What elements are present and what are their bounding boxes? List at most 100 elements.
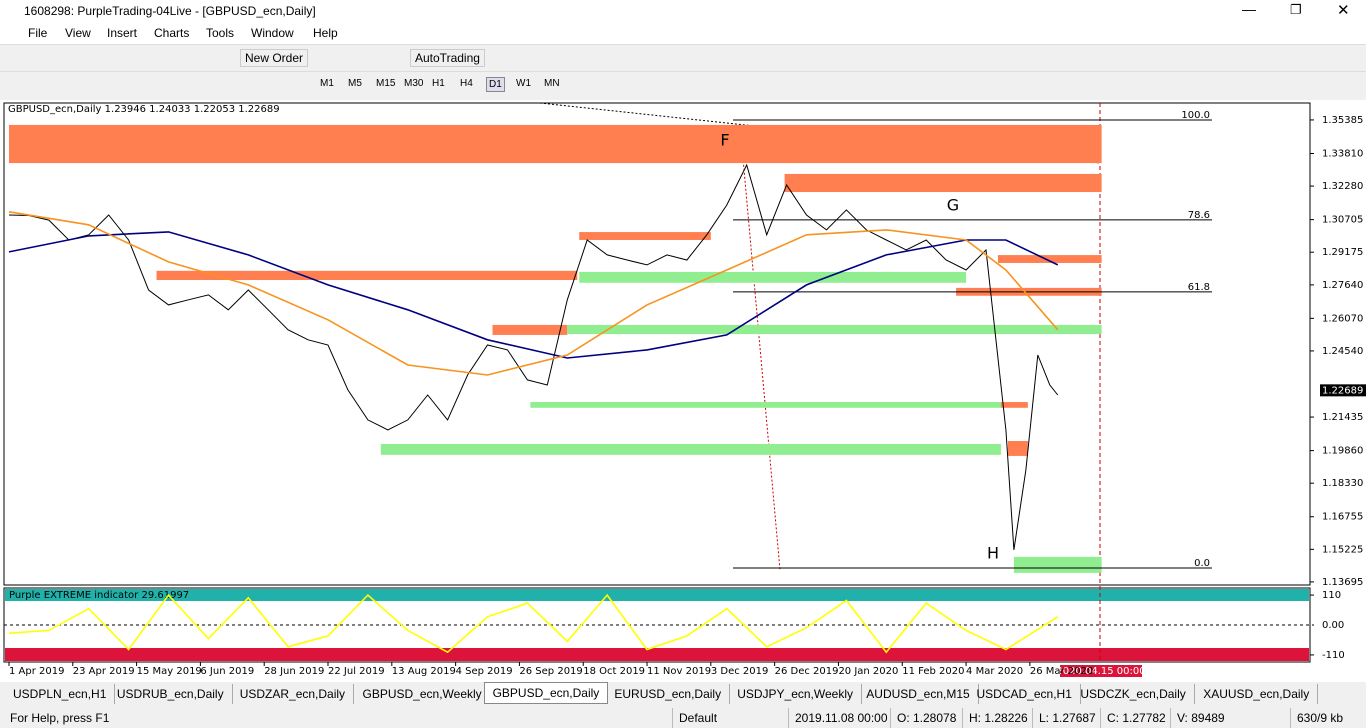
last-price-label: 1.22689 bbox=[1322, 385, 1363, 396]
new-order-button[interactable]: New Order bbox=[240, 49, 309, 67]
main-frame bbox=[3, 102, 1311, 586]
y-tick-label: 1.32280 bbox=[1322, 181, 1363, 192]
fib-label: 61.8 bbox=[1188, 282, 1210, 293]
auto-trading-button[interactable]: AutoTrading bbox=[410, 49, 485, 67]
chart-tab[interactable]: AUDUSD_ecn,M15 bbox=[858, 684, 979, 704]
menu-item[interactable]: View bbox=[65, 26, 91, 40]
x-tick-label: 26 Dec 2019 bbox=[775, 666, 839, 677]
y-tick-label: 1.21435 bbox=[1322, 412, 1363, 423]
x-tick-label: 4 Mar 2020 bbox=[966, 666, 1023, 677]
price-zone bbox=[156, 270, 578, 280]
fib-label: 100.0 bbox=[1181, 110, 1210, 121]
timeframe-button[interactable]: W1 bbox=[516, 78, 531, 89]
title-bar: 1608298: PurpleTrading-04Live - [GBPUSD_… bbox=[0, 0, 1366, 22]
series-line bbox=[8, 231, 1059, 359]
chart-tab[interactable]: USDJPY_ecn,Weekly bbox=[729, 684, 863, 704]
maximize[interactable]: ❐ bbox=[1290, 2, 1302, 17]
timeframe-button[interactable]: M30 bbox=[404, 78, 424, 89]
price-zone bbox=[579, 271, 967, 283]
chart-tab[interactable]: USDRUB_ecn,Daily bbox=[109, 684, 233, 704]
chart-tab[interactable]: USDPLN_ecn,H1 bbox=[5, 684, 116, 704]
wave-label: G bbox=[947, 196, 959, 215]
price-zone bbox=[567, 324, 1102, 335]
y-tick-label: 1.35385 bbox=[1322, 115, 1363, 126]
chart-tab[interactable]: EURUSD_ecn,Daily bbox=[606, 684, 731, 704]
y-tick-label: 110 bbox=[1322, 590, 1341, 601]
chart-tab[interactable]: USDCZK_ecn,Daily bbox=[1072, 684, 1195, 704]
trend-line bbox=[739, 124, 781, 571]
y-tick-label: 1.24540 bbox=[1322, 346, 1363, 357]
y-tick-label: 1.26070 bbox=[1322, 313, 1363, 324]
status-field: For Help, press F1 bbox=[10, 711, 110, 725]
y-tick-label: -110 bbox=[1322, 650, 1345, 661]
fib-label: 78.6 bbox=[1188, 210, 1210, 221]
series-line bbox=[8, 163, 1059, 550]
minimize[interactable]: — bbox=[1242, 1, 1256, 17]
menu-bar: File View Insert Charts Tools Window Help bbox=[0, 22, 1366, 44]
chart-tab[interactable]: GBPUSD_ecn,Daily bbox=[483, 682, 609, 704]
x-tick-label: 18 Oct 2019 bbox=[583, 666, 645, 677]
price-zone bbox=[492, 324, 568, 335]
timeframe-button[interactable]: H1 bbox=[432, 78, 445, 89]
chart-tab[interactable]: XAUUSD_ecn,Daily bbox=[1195, 684, 1319, 704]
y-tick-label: 1.30705 bbox=[1322, 215, 1363, 226]
y-tick-label: 1.33810 bbox=[1322, 148, 1363, 159]
status-field: Default bbox=[672, 708, 717, 728]
menu-item[interactable]: Window bbox=[251, 26, 294, 40]
overbought-band bbox=[5, 589, 1309, 601]
status-field: O: 1.28078 bbox=[890, 708, 956, 728]
price-zone bbox=[997, 255, 1102, 263]
price-zone bbox=[8, 124, 1102, 164]
price-zone bbox=[579, 232, 711, 240]
timeframe-button[interactable]: M1 bbox=[320, 78, 334, 89]
price-zone bbox=[1007, 441, 1028, 456]
y-tick-label: 1.16755 bbox=[1322, 512, 1363, 523]
timeframe-button[interactable]: M15 bbox=[376, 78, 396, 89]
toolbar-periods: M1 M5 M15 M30 H1 H4 D1 W1 MN bbox=[0, 71, 1366, 98]
y-tick-label: 1.18330 bbox=[1322, 478, 1363, 489]
wave-label: H bbox=[987, 544, 999, 563]
timeframe-button[interactable]: MN bbox=[544, 78, 560, 89]
time-tag-label: 2020.04.15 00:00 bbox=[1056, 666, 1145, 677]
fib-label: 0.0 bbox=[1194, 558, 1210, 569]
menu-item[interactable]: Insert bbox=[107, 26, 138, 40]
x-tick-label: 11 Feb 2020 bbox=[902, 666, 964, 677]
menu-item[interactable]: Help bbox=[313, 26, 338, 40]
timeframe-button[interactable]: M5 bbox=[348, 78, 362, 89]
menu-item[interactable]: Tools bbox=[206, 26, 235, 40]
indicator-title: Purple EXTREME indicator 29.61997 bbox=[9, 590, 189, 601]
menu-item[interactable]: File bbox=[28, 26, 48, 40]
y-tick-label: 1.27640 bbox=[1322, 280, 1363, 291]
chart-header: GBPUSD_ecn,Daily 1.23946 1.24033 1.22053… bbox=[8, 104, 280, 115]
chart-tab[interactable]: USDCAD_ecn,H1 bbox=[969, 684, 1081, 704]
x-tick-label: 1 Apr 2019 bbox=[9, 666, 64, 677]
timeframe-button[interactable]: D1 bbox=[486, 77, 505, 92]
chart-tab[interactable]: USDZAR_ecn,Daily bbox=[232, 684, 355, 704]
series-line bbox=[8, 593, 1059, 654]
oversold-band bbox=[5, 648, 1309, 661]
price-zone bbox=[784, 173, 1102, 193]
y-tick-label: 1.15225 bbox=[1322, 544, 1363, 555]
price-zone bbox=[530, 402, 1001, 408]
chart: GBPUSD_ecn,Daily 1.23946 1.24033 1.22053… bbox=[3, 102, 1366, 677]
y-tick-label: 1.13695 bbox=[1322, 577, 1363, 588]
x-tick-label: 28 Jun 2019 bbox=[264, 666, 324, 677]
x-tick-label: 11 Nov 2019 bbox=[647, 666, 711, 677]
last-price-box bbox=[1320, 384, 1366, 397]
y-tick-label: 1.19860 bbox=[1322, 446, 1363, 457]
close[interactable]: ✕ bbox=[1337, 2, 1350, 19]
toolbar: New Order AutoTrading bbox=[0, 44, 1366, 71]
x-tick-label: 15 May 2019 bbox=[137, 666, 202, 677]
x-tick-label: 22 Jul 2019 bbox=[328, 666, 385, 677]
price-zone bbox=[380, 443, 1001, 455]
tab-bar: USDPLN_ecn,H1 USDRUB_ecn,Daily USDZAR_ecn,… bbox=[0, 682, 1366, 706]
menu-item[interactable]: Charts bbox=[154, 26, 190, 40]
status-field: 2019.11.08 00:00 bbox=[788, 708, 888, 728]
chart-tab[interactable]: GBPUSD_ecn,Weekly bbox=[355, 684, 491, 704]
x-tick-label: 4 Sep 2019 bbox=[456, 666, 513, 677]
y-tick-label: 0.00 bbox=[1322, 620, 1344, 631]
wave-label: F bbox=[720, 131, 729, 150]
x-tick-label: 23 Apr 2019 bbox=[73, 666, 135, 677]
timeframe-button[interactable]: H4 bbox=[460, 78, 473, 89]
